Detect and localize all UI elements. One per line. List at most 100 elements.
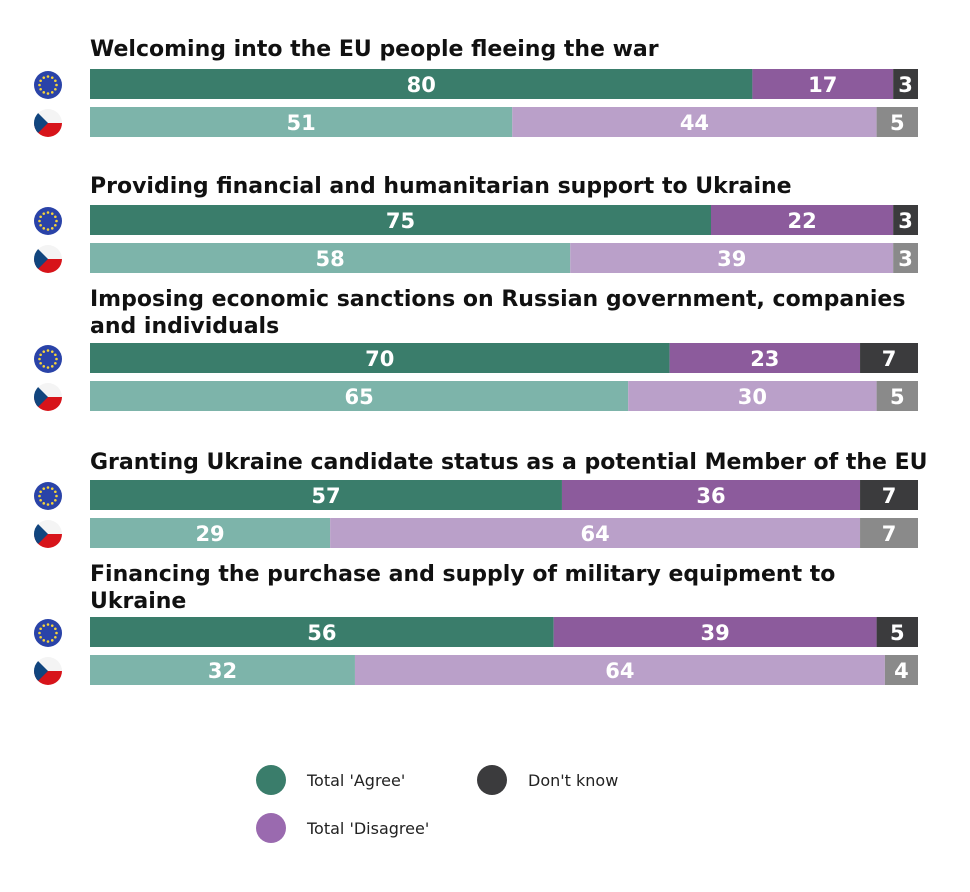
- legend-item-disagree: Total 'Disagree': [256, 813, 429, 843]
- bar-segment-dontknow: [876, 381, 918, 411]
- bar-segment-disagree: [669, 343, 861, 373]
- czech-flag-icon: [34, 383, 62, 411]
- bar-value-label-dontknow: 5: [890, 621, 905, 645]
- bar-value-label-agree: 58: [316, 247, 345, 271]
- bar-value-label-dontknow: 3: [898, 247, 913, 271]
- eu-bar-row: 75 22 3: [34, 205, 918, 235]
- bar-value-label-dontknow: 4: [894, 659, 909, 683]
- eu-bar-row: 57 36 7: [34, 480, 918, 510]
- legend-swatch-dontknow: [477, 765, 507, 795]
- bar-value-label-dontknow: 3: [898, 209, 913, 233]
- bar-value-label-agree: 56: [307, 621, 336, 645]
- question-title: Welcoming into the EU people fleeing the…: [90, 37, 659, 62]
- bar-value-label-disagree: 30: [738, 385, 767, 409]
- bar-value-label-agree: 29: [195, 522, 224, 546]
- eu-bar-row: 80 17 3: [34, 69, 918, 99]
- bar-value-label-disagree: 44: [680, 111, 709, 135]
- question-block: Providing financial and humanitarian sup…: [34, 174, 918, 273]
- legend-label-agree: Total 'Agree': [306, 771, 405, 790]
- bar-segment-agree: [90, 480, 562, 510]
- legend-swatch-agree: [256, 765, 286, 795]
- bar-value-label-agree: 80: [407, 73, 436, 97]
- question-title: Financing the purchase and supply of mil…: [90, 562, 835, 614]
- bar-segment-dontknow: [860, 480, 918, 510]
- bar-value-label-dontknow: 7: [882, 484, 897, 508]
- bar-segment-agree: [90, 69, 753, 99]
- bar-value-label-disagree: 64: [580, 522, 609, 546]
- eu-bar-row: 70 23 7: [34, 343, 918, 373]
- eu-bar-row: 56 39 5: [34, 617, 918, 647]
- legend: Total 'Agree' Don't know Total 'Disagree': [256, 765, 618, 843]
- bar-value-label-disagree: 23: [750, 347, 779, 371]
- bar-segment-disagree: [570, 243, 894, 273]
- bar-value-label-agree: 57: [311, 484, 340, 508]
- cz-bar-row: 29 64 7: [34, 518, 918, 548]
- bar-value-label-disagree: 36: [696, 484, 725, 508]
- bar-segment-agree: [90, 617, 554, 647]
- eu-flag-icon: [34, 207, 62, 235]
- bar-value-label-disagree: 17: [808, 73, 837, 97]
- bar-segment-agree: [90, 107, 513, 137]
- question-block: Welcoming into the EU people fleeing the…: [34, 37, 918, 137]
- bar-value-label-agree: 65: [344, 385, 373, 409]
- bar-segment-dontknow: [860, 518, 918, 548]
- question-block: Imposing economic sanctions on Russian g…: [34, 287, 918, 411]
- czech-flag-icon: [34, 657, 62, 685]
- bar-segment-disagree: [512, 107, 877, 137]
- bar-value-label-dontknow: 5: [890, 111, 905, 135]
- question-block: Granting Ukraine candidate status as a p…: [34, 450, 928, 548]
- bar-segment-agree: [90, 243, 571, 273]
- bar-segment-dontknow: [893, 205, 918, 235]
- question-title: Providing financial and humanitarian sup…: [90, 174, 792, 199]
- bar-segment-dontknow: [876, 617, 918, 647]
- bar-segment-disagree: [354, 655, 885, 685]
- bar-segment-dontknow: [884, 655, 918, 685]
- bar-value-label-dontknow: 5: [890, 385, 905, 409]
- bar-segment-disagree: [553, 617, 877, 647]
- bar-segment-disagree: [561, 480, 861, 510]
- bar-value-label-disagree: 64: [605, 659, 634, 683]
- bar-value-label-dontknow: 3: [898, 73, 913, 97]
- bar-value-label-dontknow: 7: [882, 522, 897, 546]
- legend-item-dontknow: Don't know: [477, 765, 618, 795]
- bar-segment-dontknow: [893, 243, 918, 273]
- bar-segment-agree: [90, 381, 629, 411]
- bar-segment-dontknow: [893, 69, 918, 99]
- bar-segment-agree: [90, 518, 331, 548]
- question-title: Granting Ukraine candidate status as a p…: [90, 450, 928, 475]
- bar-value-label-agree: 75: [386, 209, 415, 233]
- bar-value-label-dontknow: 7: [882, 347, 897, 371]
- question-block: Financing the purchase and supply of mil…: [34, 562, 918, 685]
- question-title: Imposing economic sanctions on Russian g…: [90, 287, 905, 339]
- bar-segment-agree: [90, 205, 711, 235]
- bar-value-label-disagree: 22: [787, 209, 816, 233]
- legend-swatch-disagree: [256, 813, 286, 843]
- legend-label-dontknow: Don't know: [528, 771, 618, 790]
- cz-bar-row: 58 39 3: [34, 243, 918, 273]
- bar-value-label-disagree: 39: [701, 621, 730, 645]
- eu-flag-icon: [34, 482, 62, 510]
- bar-segment-agree: [90, 343, 670, 373]
- bar-segment-agree: [90, 655, 355, 685]
- questions-group: Welcoming into the EU people fleeing the…: [34, 37, 928, 685]
- legend-label-disagree: Total 'Disagree': [306, 819, 429, 838]
- bar-segment-dontknow: [860, 343, 918, 373]
- bar-segment-disagree: [330, 518, 861, 548]
- czech-flag-icon: [34, 520, 62, 548]
- bar-value-label-agree: 32: [208, 659, 237, 683]
- czech-flag-icon: [34, 109, 62, 137]
- eu-flag-icon: [34, 71, 62, 99]
- bar-value-label-disagree: 39: [717, 247, 746, 271]
- legend-item-agree: Total 'Agree': [256, 765, 405, 795]
- cz-bar-row: 32 64 4: [34, 655, 918, 685]
- bar-value-label-agree: 51: [287, 111, 316, 135]
- eu-flag-icon: [34, 345, 62, 373]
- cz-bar-row: 65 30 5: [34, 381, 918, 411]
- czech-flag-icon: [34, 245, 62, 273]
- eu-flag-icon: [34, 619, 62, 647]
- bar-segment-disagree: [711, 205, 894, 235]
- bar-segment-disagree: [628, 381, 877, 411]
- cz-bar-row: 51 44 5: [34, 107, 918, 137]
- bar-segment-dontknow: [876, 107, 918, 137]
